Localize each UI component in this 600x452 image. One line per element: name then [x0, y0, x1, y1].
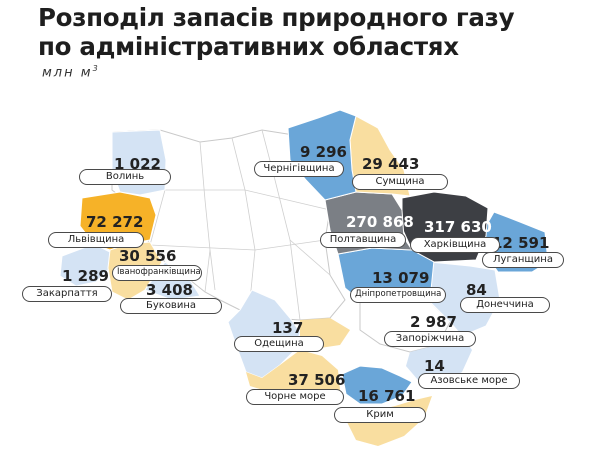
label-dnipro[interactable]: Дніпропетровщина — [350, 287, 446, 303]
label-donetsk[interactable]: Донеччина — [460, 297, 550, 313]
label-zaporizhzhia[interactable]: Запоріжчина — [384, 331, 476, 347]
value-ivano-frankivsk: 30 556 — [119, 247, 177, 265]
label-volyn[interactable]: Волинь — [79, 169, 171, 185]
unit-label: млн м3 — [42, 64, 98, 80]
unit-text: млн м — [42, 65, 93, 81]
label-lviv[interactable]: Львівщина — [48, 232, 144, 248]
title-line-2: по адміністративних областях — [38, 32, 459, 61]
label-zakarpattia[interactable]: Закарпаття — [22, 286, 112, 302]
title-line-1: Розподіл запасів природного газу — [38, 3, 515, 32]
value-sumy: 29 443 — [362, 155, 420, 173]
value-zaporizhzhia: 2 987 — [410, 313, 457, 331]
label-chernihiv[interactable]: Чернігівщина — [254, 161, 344, 177]
label-poltava[interactable]: Полтавщина — [320, 232, 406, 248]
label-crimea[interactable]: Крим — [334, 407, 426, 423]
value-zakarpattia: 1 289 — [62, 267, 109, 285]
value-lviv: 72 272 — [86, 213, 144, 231]
label-black-sea[interactable]: Чорне море — [246, 389, 344, 405]
label-sumy[interactable]: Сумщина — [352, 174, 448, 190]
region-azov-sea[interactable] — [406, 336, 472, 384]
region-crimea[interactable] — [341, 365, 413, 405]
value-volyn: 1 022 — [114, 155, 161, 173]
label-odesa[interactable]: Одещина — [234, 336, 324, 352]
label-bukovyna[interactable]: Буковина — [120, 298, 222, 314]
value-azov-sea: 14 — [424, 357, 445, 375]
label-azov-sea[interactable]: Азовське море — [418, 373, 520, 389]
value-black-sea: 37 506 — [288, 371, 346, 389]
value-dnipro: 13 079 — [372, 269, 430, 287]
value-crimea: 16 761 — [358, 387, 416, 405]
value-poltava: 270 868 — [346, 213, 414, 231]
value-donetsk: 84 — [466, 281, 487, 299]
value-luhansk: 12 591 — [492, 234, 550, 252]
page-title: Розподіл запасів природного газу по адмі… — [38, 3, 515, 61]
value-kharkiv: 317 630 — [424, 218, 492, 236]
value-chernihiv: 9 296 — [300, 143, 347, 161]
region-black-sea[interactable] — [246, 350, 340, 398]
admin-borders — [149, 129, 331, 321]
label-luhansk[interactable]: Луганщина — [482, 252, 564, 268]
label-kharkiv[interactable]: Харківщина — [410, 237, 500, 253]
unit-superscript: 3 — [92, 64, 98, 73]
value-odesa: 137 — [272, 319, 304, 337]
value-bukovyna: 3 408 — [146, 281, 193, 299]
label-ivano-frankivsk[interactable]: Іванофранківщина — [112, 265, 202, 281]
